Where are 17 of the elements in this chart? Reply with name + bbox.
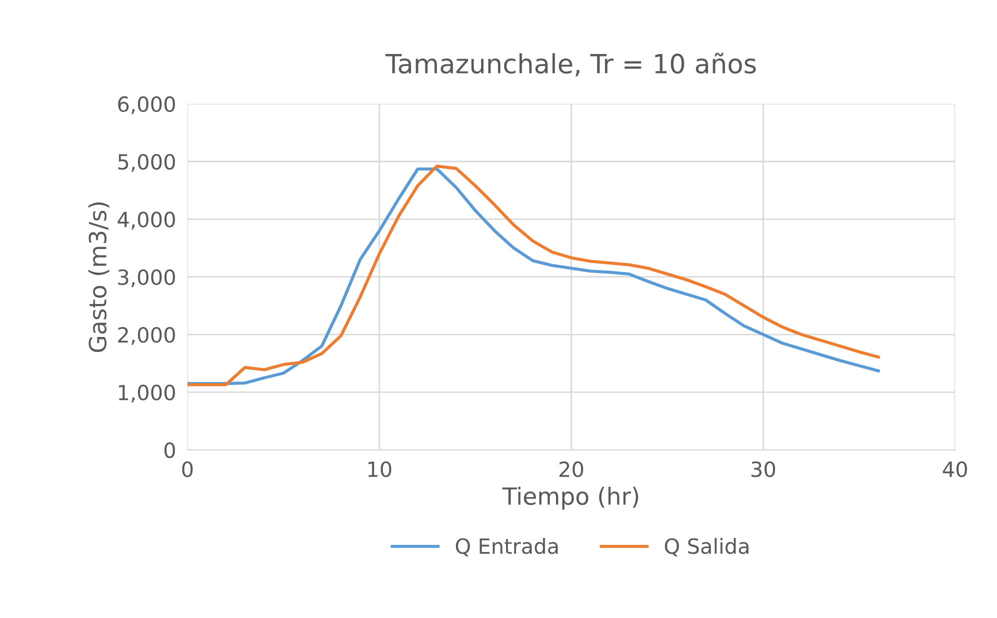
y-tick-label: 3,000 (118, 269, 175, 288)
y-tick-label: 0 (164, 442, 175, 458)
x-axis-title: Tiempo (hr) (502, 486, 638, 510)
x-tick-label: 20 (560, 461, 584, 478)
x-tick-label: 30 (752, 461, 776, 478)
x-tick-label: 40 (942, 461, 967, 478)
y-tick-label: 1,000 (118, 384, 175, 403)
y-tick-label: 6,000 (118, 96, 175, 114)
x-tick-label: 0 (182, 461, 193, 478)
y-axis-title: Gasto (m3/s) (88, 202, 110, 352)
x-tick-label: 10 (368, 461, 392, 478)
y-tick-label: 5,000 (118, 154, 175, 172)
y-tick-label: 2,000 (118, 326, 175, 345)
legend-label: Q Salida (664, 538, 748, 556)
chart-title: Tamazunchale, Tr = 10 años (385, 52, 756, 76)
y-tick-label: 4,000 (118, 212, 175, 230)
legend-label: Q Entrada (456, 538, 558, 556)
